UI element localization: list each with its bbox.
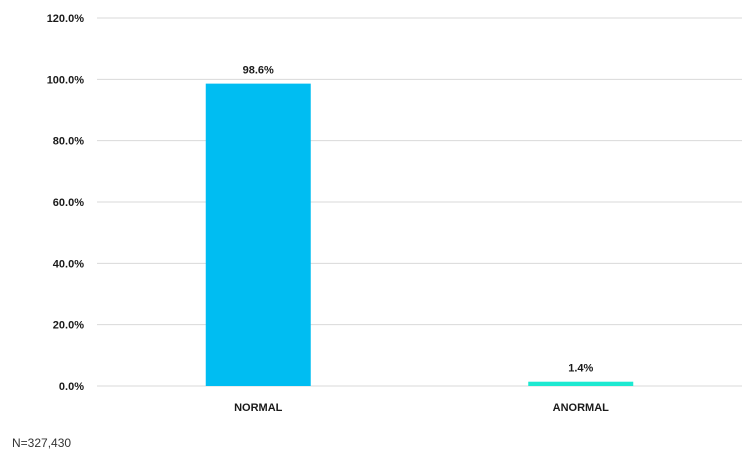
bar-chart: 0.0% 20.0% 40.0% 60.0% 80.0% 100.0% 120.0% 98.6… <box>47 13 742 414</box>
x-category-label: ANORMAL <box>553 402 609 414</box>
y-tick-label: 80.0% <box>53 136 84 148</box>
sample-size-note: N=327,430 <box>12 436 72 450</box>
x-category-label: NORMAL <box>234 402 283 414</box>
y-tick-label: 20.0% <box>53 320 84 332</box>
y-tick-label: 60.0% <box>53 197 84 209</box>
y-tick-label: 0.0% <box>59 381 84 393</box>
y-tick-label: 120.0% <box>47 13 85 25</box>
data-label: 1.4% <box>568 363 593 375</box>
data-label: 98.6% <box>243 65 274 77</box>
bar-anormal <box>528 381 634 386</box>
y-tick-label: 40.0% <box>53 258 84 270</box>
y-tick-label: 100.0% <box>47 74 85 86</box>
bar-normal <box>205 83 311 387</box>
